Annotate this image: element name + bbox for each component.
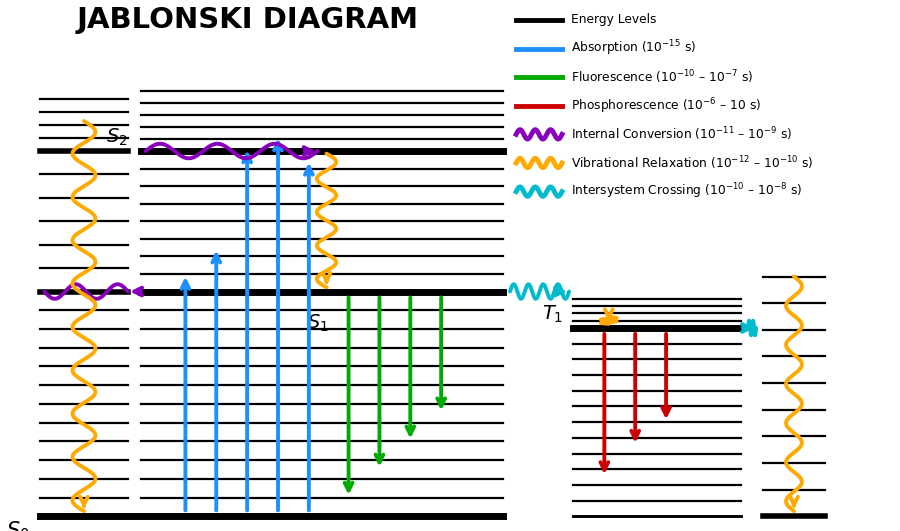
- Text: $S_2$: $S_2$: [106, 127, 128, 149]
- Text: Intersystem Crossing (10$^{-10}$ – 10$^{-8}$ s): Intersystem Crossing (10$^{-10}$ – 10$^{…: [571, 182, 802, 201]
- Text: $S_0$: $S_0$: [6, 519, 30, 531]
- Text: Fluorescence (10$^{-10}$ – 10$^{-7}$ s): Fluorescence (10$^{-10}$ – 10$^{-7}$ s): [571, 68, 753, 86]
- Text: $S_1$: $S_1$: [307, 312, 328, 333]
- Text: $T_1$: $T_1$: [542, 304, 562, 326]
- Text: Vibrational Relaxation (10$^{-12}$ – 10$^{-10}$ s): Vibrational Relaxation (10$^{-12}$ – 10$…: [571, 154, 814, 172]
- Text: Absorption (10$^{-15}$ s): Absorption (10$^{-15}$ s): [571, 39, 696, 58]
- Text: Internal Conversion (10$^{-11}$ – 10$^{-9}$ s): Internal Conversion (10$^{-11}$ – 10$^{-…: [571, 125, 792, 143]
- Text: JABLONSKI DIAGRAM: JABLONSKI DIAGRAM: [76, 6, 418, 34]
- Text: Energy Levels: Energy Levels: [571, 13, 656, 27]
- Text: Phosphorescence (10$^{-6}$ – 10 s): Phosphorescence (10$^{-6}$ – 10 s): [571, 96, 761, 116]
